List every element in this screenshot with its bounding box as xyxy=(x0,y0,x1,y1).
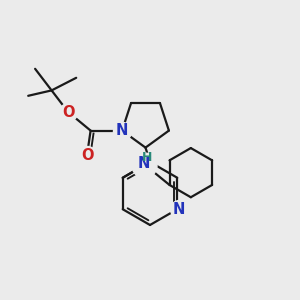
Text: N: N xyxy=(116,123,128,138)
Text: O: O xyxy=(81,148,93,163)
Text: N: N xyxy=(137,156,150,171)
Text: N: N xyxy=(172,202,185,217)
Text: O: O xyxy=(62,104,74,119)
Text: H: H xyxy=(142,151,152,164)
